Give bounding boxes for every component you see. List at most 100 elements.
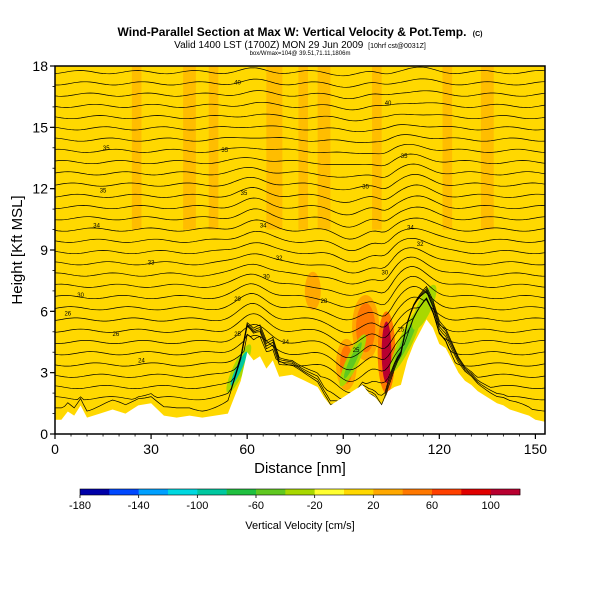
updraft-core	[381, 321, 392, 383]
theta-contour	[55, 289, 545, 406]
contour-label: 32	[276, 256, 283, 262]
velocity-field	[55, 66, 545, 434]
theta-contour	[55, 296, 545, 333]
terrain-fill	[55, 319, 545, 434]
theta-contour	[55, 228, 545, 251]
colorbar-tick-label: -60	[248, 500, 264, 512]
colorbar-swatch	[461, 489, 491, 495]
chart-title: Wind-Parallel Section at Max W: Vertical…	[118, 25, 483, 39]
field-streak	[480, 66, 494, 230]
colorbar: -180 -140 -100 -60 -20 20 60 100	[69, 488, 521, 512]
field-streak	[442, 66, 453, 230]
contour-label: 30	[382, 270, 389, 276]
field-streak	[372, 66, 382, 230]
x-tick-label: 150	[524, 441, 548, 457]
colorbar-swatch	[138, 489, 169, 495]
colorbar-swatch	[168, 489, 198, 495]
axes: 0 30 60 90 120 150 0 3 6 9 12 15 18	[32, 58, 547, 457]
contour-label: 26	[64, 311, 71, 317]
x-tick-label: 0	[51, 441, 59, 457]
contour-label: 40	[385, 101, 392, 107]
colorbar-swatch	[285, 489, 315, 495]
colorbar-swatch	[226, 489, 257, 495]
contour-label: 34	[93, 223, 100, 229]
theta-contour	[55, 247, 545, 274]
x-tick-label: 30	[143, 441, 159, 457]
contour-label: 30	[77, 293, 84, 299]
y-tick-label: 18	[32, 58, 48, 74]
contour-labels: 40 40 35 35 35 35 35 35 34 34 34 33 32 32 30 30 30 29 28 26…	[64, 80, 424, 364]
theta-contour	[55, 101, 545, 111]
theta-contour	[55, 78, 545, 88]
theta-contour	[55, 163, 545, 178]
colorbar-tick-label: 60	[426, 500, 438, 512]
theta-contour	[55, 153, 545, 167]
theta-contour	[55, 256, 545, 285]
field-streak	[298, 66, 309, 230]
terrain	[55, 319, 545, 434]
contour-label: 40	[234, 80, 241, 86]
colorbar-label: Vertical Velocity [cm/s]	[245, 520, 354, 532]
x-tick-label: 90	[335, 441, 351, 457]
contour-label: 34	[407, 226, 414, 232]
contour-label: 29	[234, 297, 241, 303]
theta-contour	[55, 297, 545, 371]
colorbar-swatch	[432, 489, 462, 495]
y-tick-label: 6	[40, 303, 48, 319]
y-tick-label: 9	[40, 242, 48, 258]
theta-contour	[55, 134, 545, 143]
theta-contour	[55, 143, 545, 155]
theta-contour	[55, 195, 545, 216]
contour-label: 33	[148, 260, 155, 266]
contour-label: 35	[100, 189, 107, 195]
colorbar-tick-label: 20	[367, 500, 379, 512]
contour-label: 25	[398, 328, 405, 334]
theta-contour	[55, 297, 545, 382]
contour-label: 35	[103, 146, 110, 152]
theta-contour	[55, 297, 545, 359]
theta-contour	[55, 266, 545, 296]
chart-subtitle: Valid 1400 LST (1700Z) MON 29 Jun 2009 […	[174, 40, 426, 51]
contour-label: 35	[241, 191, 248, 197]
theta-contour	[55, 285, 545, 394]
theta-contour	[55, 90, 545, 100]
colorbar-swatch	[373, 489, 403, 495]
field-streak	[317, 66, 331, 230]
colorbar-frame	[79, 488, 521, 496]
updraft-core	[304, 271, 321, 311]
contour-label: 25	[353, 348, 360, 354]
colorbar-tick-label: -20	[307, 500, 323, 512]
colorbar-tick-label: 100	[481, 500, 499, 512]
colorbar-swatch	[402, 489, 433, 495]
colorbar-swatch	[197, 489, 227, 495]
colorbar-swatch	[490, 489, 521, 495]
field-streak	[208, 66, 219, 230]
theta-contour	[55, 66, 545, 77]
theta-contour	[55, 275, 545, 308]
theta-contour	[55, 286, 545, 321]
theta-contour	[55, 298, 545, 346]
contour-label: 35	[362, 185, 369, 191]
theta-contour	[55, 174, 545, 191]
colorbar-tick-label: -100	[186, 500, 208, 512]
theta-contours	[55, 66, 545, 412]
colorbar-swatch	[314, 489, 345, 495]
downdraft-core	[416, 291, 433, 323]
theta-contour	[55, 184, 545, 203]
contour-label: 35	[401, 154, 408, 160]
y-tick-label: 12	[32, 181, 48, 197]
colorbar-swatch	[109, 489, 139, 495]
field-streak	[266, 66, 283, 230]
y-axis-label: Height [Kft MSL]	[9, 195, 26, 304]
x-axis-label: Distance [nm]	[254, 460, 346, 477]
theta-contour	[55, 113, 545, 122]
contour-label: 26	[113, 332, 120, 338]
colorbar-tick-label: -140	[128, 500, 150, 512]
theta-contour	[55, 124, 545, 133]
field-streak	[183, 66, 196, 230]
contour-label: 25	[234, 332, 241, 338]
contour-label: 34	[260, 223, 267, 229]
x-tick-label: 120	[428, 441, 452, 457]
